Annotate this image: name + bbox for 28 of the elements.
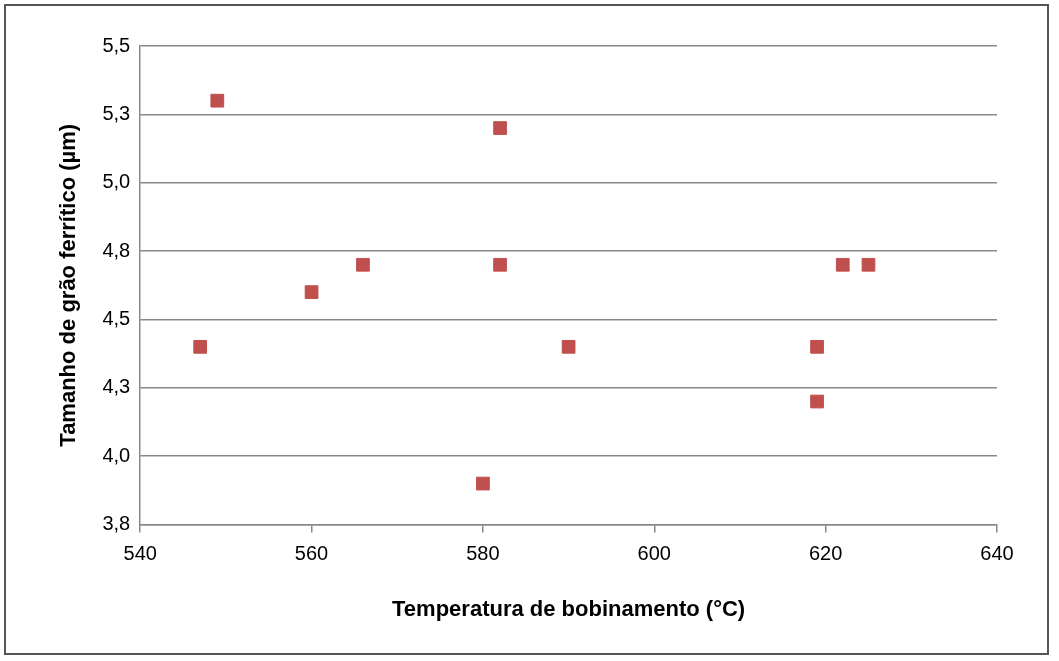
x-tick-label: 640 <box>980 542 1014 565</box>
y-tick-label: 4,3 <box>102 375 131 398</box>
y-tick-label: 5,0 <box>102 170 131 193</box>
y-tick-label: 3,8 <box>102 512 131 535</box>
x-axis-title: Temperatura de bobinamento (°C) <box>392 595 746 621</box>
point <box>861 257 876 272</box>
point <box>561 339 576 354</box>
x-tick-label: 600 <box>637 542 671 565</box>
point <box>304 285 319 299</box>
point <box>810 339 824 354</box>
x-tick-label: 560 <box>294 542 329 565</box>
point <box>476 476 490 491</box>
point <box>193 339 208 354</box>
y-tick-label: 5,5 <box>102 33 131 56</box>
y-tick-label: 4,5 <box>102 307 131 329</box>
y-axis-title: Tamanho de grão ferrítico (µm) <box>55 123 81 447</box>
x-tick-label: 580 <box>466 542 500 565</box>
y-tick-label: 4,8 <box>102 238 131 261</box>
y-tick-label: 5,3 <box>102 101 131 124</box>
y-tick-label: 4,0 <box>102 443 131 466</box>
x-tick-label: 540 <box>123 542 157 565</box>
point <box>493 257 507 272</box>
point <box>493 121 507 135</box>
point <box>356 257 370 272</box>
point <box>835 257 850 272</box>
point <box>210 93 225 108</box>
point <box>810 394 824 409</box>
x-tick-label: 620 <box>808 542 843 565</box>
